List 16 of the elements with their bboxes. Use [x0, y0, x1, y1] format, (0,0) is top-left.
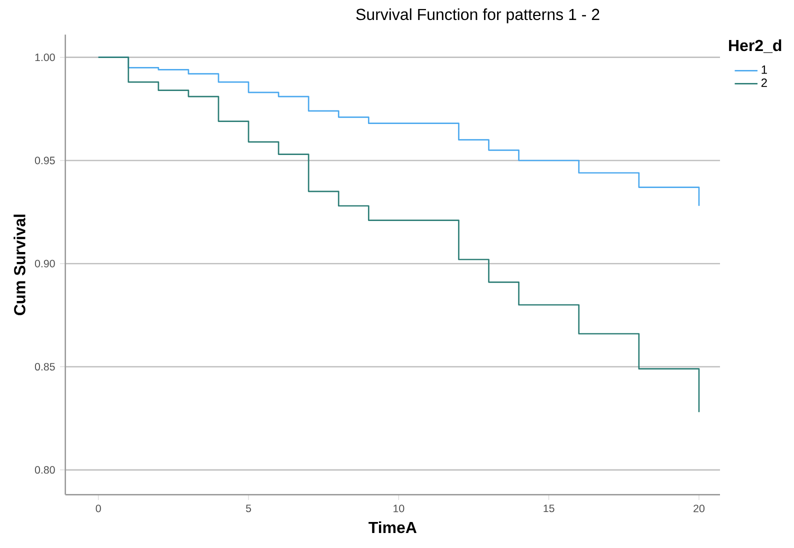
x-axis-title: TimeA [368, 521, 417, 534]
y-tick-label: 0.80 [34, 466, 55, 474]
y-tick-label: 0.95 [34, 156, 55, 164]
x-tick-label: 20 [694, 504, 704, 512]
chart-title: Survival Function for patterns 1 - 2 [356, 8, 600, 24]
y-tick-label: 0.85 [34, 362, 55, 371]
legend-title: Her2_d [729, 39, 782, 53]
y-axis-title: Cum Survival [14, 214, 26, 316]
legend-label: 1 [762, 66, 767, 74]
x-tick-label: 5 [246, 504, 252, 512]
y-tick-label: 0.90 [34, 260, 55, 268]
x-tick-label: 0 [96, 504, 101, 512]
y-tick-label: 1.00 [35, 54, 55, 62]
x-tick-label: 10 [394, 504, 404, 512]
legend-label: 2 [761, 78, 767, 87]
x-tick-label: 15 [544, 504, 554, 512]
